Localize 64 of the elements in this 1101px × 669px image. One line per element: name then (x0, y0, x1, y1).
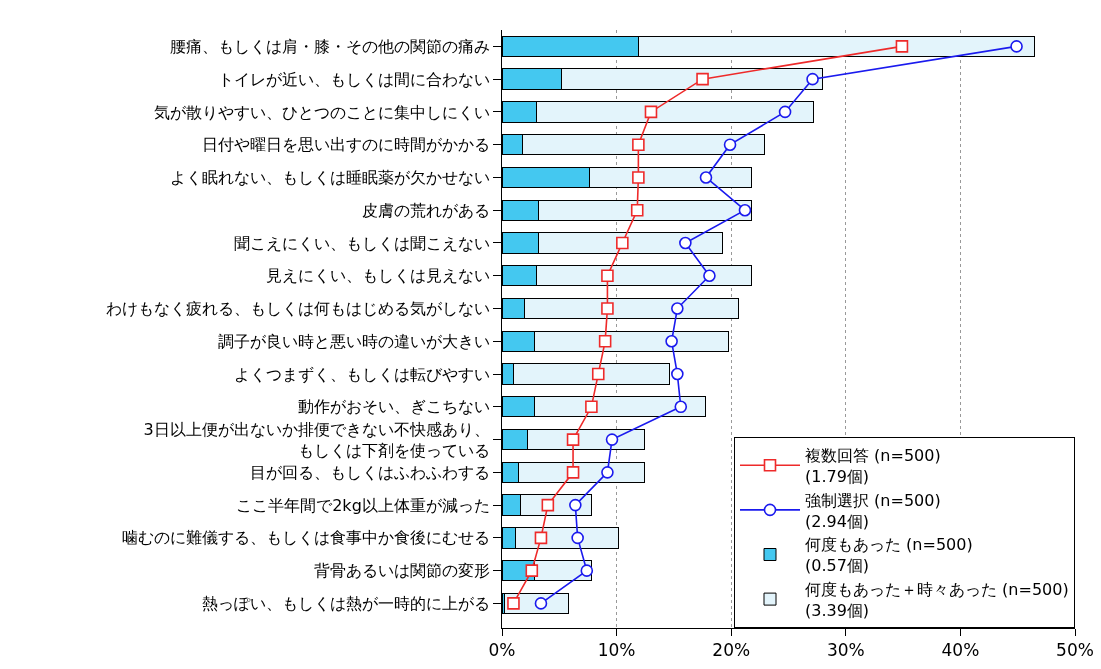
y-tick-label: 噛むのに難儀する、もしくは食事中か食後にむせる (121, 528, 490, 548)
point (1010, 40, 1023, 53)
point (895, 40, 909, 53)
point (671, 367, 684, 381)
point (806, 72, 819, 86)
y-tick-label: 聞こえにくい、もしくは聞こえない (233, 233, 490, 253)
point (671, 302, 684, 315)
y-tick-label: わけもなく疲れる、もしくは何もはじめる気がしない (105, 299, 490, 319)
point (703, 269, 716, 283)
y-tick-label: 動作がおそい、ぎこちない (297, 397, 490, 417)
point (591, 367, 605, 381)
x-tick-label: 50% (1056, 640, 1094, 661)
y-tick-label: よく眠れない、もしくは睡眠薬が欠かせない (169, 168, 490, 188)
y-tick-label: 皮膚の荒れがある (361, 200, 490, 220)
point (738, 203, 752, 217)
y-tick-label: ここ半年間で2kg以上体重が減った (236, 495, 490, 515)
y-tick-label: トイレが近い、もしくは間に合わない (217, 69, 490, 89)
y-tick-label: 熱っぽい、もしくは熱が一時的に上がる (201, 594, 490, 614)
x-tick-label: 0% (488, 640, 516, 661)
point (585, 400, 598, 414)
y-tick-label: 背骨あるいは関節の変形 (313, 561, 490, 581)
point (566, 466, 580, 479)
point (644, 105, 658, 119)
point (665, 334, 678, 348)
legend-label: 何度もあった＋時々あった (n=500) (3.39個) (805, 579, 1069, 620)
point (571, 531, 584, 545)
point (580, 564, 594, 577)
point (679, 236, 692, 250)
point (696, 72, 709, 86)
y-tick-label: 見えにくい、もしくは見えない (265, 266, 490, 286)
point (601, 302, 614, 315)
x-tick-label: 10% (597, 640, 636, 661)
y-tick-label: 調子が良い時と悪い時の違いが大きい (217, 331, 490, 351)
point (601, 466, 614, 479)
point (723, 138, 737, 151)
y-tick-label: 日付や曜日を思い出すのに時間がかかる (201, 135, 490, 155)
x-tick-label: 40% (941, 640, 980, 661)
x-tick-label: 30% (826, 640, 865, 661)
point (632, 171, 645, 184)
point (525, 564, 539, 577)
point (632, 138, 645, 151)
legend-label: 複数回答 (n=500) (1.79個) (805, 446, 941, 486)
point (605, 433, 619, 446)
point (541, 498, 555, 512)
legend-label: 何度もあった (n=500) (0.57個) (805, 535, 973, 576)
y-tick-label: よくつまずく、もしくは転びやすい (233, 364, 490, 384)
point (630, 203, 644, 217)
x-tick-label: 20% (712, 640, 751, 661)
point (566, 433, 580, 446)
point (699, 171, 713, 184)
y-tick-label: 目が回る、もしくはふわふわする (249, 462, 490, 482)
point (778, 105, 792, 119)
point (534, 597, 548, 610)
point (569, 498, 582, 512)
point (534, 531, 548, 545)
point (601, 269, 614, 283)
point (616, 236, 629, 250)
legend-label: 強制選択 (n=500) (2.94個) (805, 490, 941, 531)
y-tick-label: 気が散りやすい、ひとつのことに集中しにくい (153, 102, 490, 122)
y-tick-label: 3日以上便が出ないか排便できない不快感あり、もしくは下剤を使っている (143, 419, 490, 460)
point (674, 400, 688, 414)
y-tick-label: 腰痛、もしくは肩・膝・その他の関節の痛み (169, 36, 490, 56)
point (598, 334, 612, 348)
point (507, 597, 520, 610)
